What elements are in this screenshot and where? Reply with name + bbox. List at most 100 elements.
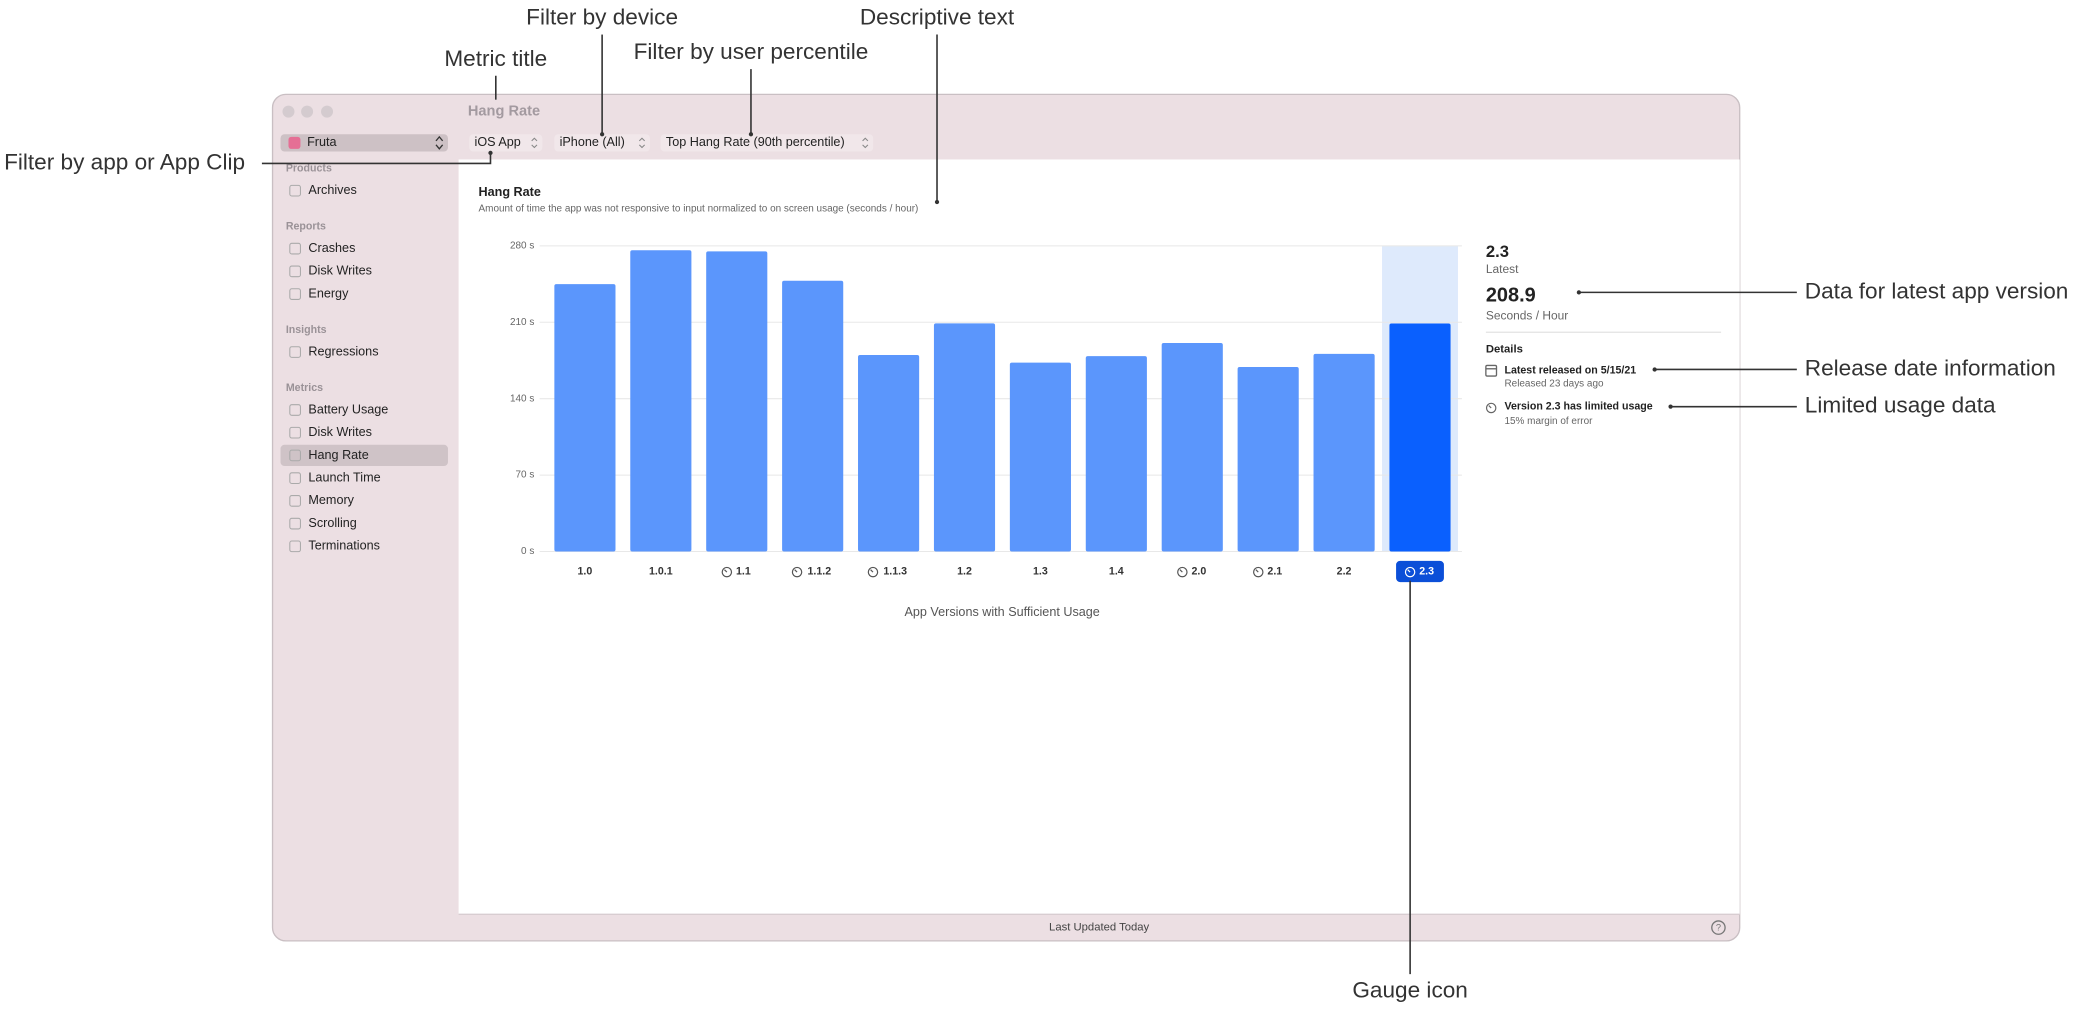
sidebar-icon — [289, 540, 301, 553]
annotation-line — [261, 152, 492, 165]
zoom-button[interactable] — [321, 105, 334, 118]
sidebar-item[interactable]: Energy — [308, 286, 349, 300]
annotation-dot — [934, 199, 940, 205]
release-subtitle: Released 23 days ago — [1504, 379, 1604, 390]
sidebar-item[interactable]: Archives — [308, 183, 356, 197]
annotation-dot — [1576, 290, 1582, 295]
y-tick-label: 140 s — [510, 393, 534, 404]
filter-label: iPhone (All) — [560, 135, 625, 149]
sidebar-item[interactable]: Disk Writes — [308, 425, 372, 439]
x-tick-label[interactable]: 2.1 — [1267, 565, 1282, 577]
x-tick-label[interactable]: 2.2 — [1337, 565, 1352, 577]
sidebar-item[interactable]: Hang Rate — [308, 448, 368, 462]
gauge-ring — [1177, 566, 1188, 578]
filter-label: iOS App — [475, 135, 521, 149]
sidebar-icon — [289, 184, 301, 197]
sidebar-section: Products — [286, 163, 332, 175]
x-axis-label: App Versions with Sufficient Usage — [904, 605, 1099, 619]
filter-bar: iOS App iPhone (All) Top Hang Rate (90th p… — [469, 134, 874, 152]
help-glyph: ? — [1716, 923, 1721, 933]
x-tick-label[interactable]: 1.2 — [957, 565, 972, 577]
sidebar-selection — [280, 444, 448, 467]
gauge-icon — [721, 566, 733, 578]
gauge-needle — [1255, 569, 1259, 573]
gauge-ring — [721, 566, 733, 578]
bar — [1085, 356, 1147, 552]
x-tick-label[interactable]: 2.3 — [1419, 565, 1434, 577]
help-button[interactable] — [1711, 920, 1726, 935]
chart-subtitle: Amount of time the app was not responsiv… — [479, 203, 919, 214]
sidebar-item[interactable]: Launch Time — [308, 470, 380, 484]
annotation: Filter by app or App Clip — [4, 149, 245, 174]
filter-popup[interactable]: Top Hang Rate (90th percentile) — [660, 134, 874, 152]
latest-label: Latest — [1486, 262, 1519, 276]
filter-chevrons — [531, 137, 538, 149]
x-tick-label[interactable]: 1.1.3 — [883, 565, 907, 577]
sidebar-item[interactable]: Terminations — [308, 539, 379, 553]
bar — [782, 280, 844, 552]
bar — [1313, 353, 1375, 552]
filter-button[interactable] — [554, 134, 650, 152]
x-tick-label[interactable]: 1.4 — [1109, 565, 1124, 577]
sidebar-section: Insights — [286, 324, 327, 336]
y-tick-label: 0 s — [521, 546, 534, 557]
unit-label: Seconds / Hour — [1486, 308, 1568, 322]
annotation-dot — [599, 132, 605, 137]
filter-button[interactable] — [469, 134, 543, 152]
bar — [630, 250, 692, 552]
annotation: Filter by device — [526, 5, 678, 30]
sidebar-icon — [289, 472, 301, 485]
filter-chevrons — [638, 137, 646, 149]
annotation: Gauge icon — [1352, 977, 1467, 1002]
x-tick-label[interactable]: 1.0.1 — [649, 565, 673, 577]
sidebar-item[interactable]: Regressions — [308, 344, 378, 358]
gauge-ring — [867, 566, 879, 578]
sidebar-icon — [289, 265, 301, 278]
sidebar-icon — [289, 426, 301, 439]
gauge-icon — [1485, 402, 1497, 414]
filter-popup[interactable]: iPhone (All) — [554, 134, 650, 152]
y-tick-label: 70 s — [516, 470, 535, 481]
sidebar-item[interactable]: Scrolling — [308, 516, 356, 530]
x-tick-label[interactable]: 1.1.2 — [807, 565, 831, 577]
usage-title: Version 2.3 has limited usage — [1504, 400, 1652, 412]
filter-chevrons — [862, 137, 869, 149]
gauge-icon — [867, 566, 879, 578]
gauge-needle — [870, 569, 874, 573]
minimize-button[interactable] — [301, 105, 314, 118]
close-button[interactable] — [282, 105, 295, 118]
bar — [1161, 343, 1223, 552]
filter-button[interactable] — [660, 134, 874, 152]
sidebar-item[interactable]: Memory — [308, 493, 354, 507]
annotation: Data for latest app version — [1805, 278, 2069, 303]
sidebar: Products Archives Reports Crashes Disk Write… — [280, 163, 448, 553]
x-tick-label[interactable]: 1.0 — [578, 565, 593, 577]
gauge-icon — [1253, 566, 1264, 578]
gauge-needle — [1179, 569, 1183, 573]
annotation: Limited usage data — [1805, 393, 1996, 418]
bar — [706, 251, 768, 552]
filter-popup[interactable]: iOS App — [469, 134, 543, 152]
sidebar-item[interactable]: Crashes — [308, 241, 355, 255]
annotation-dot — [488, 150, 493, 155]
gauge-needle — [724, 569, 728, 573]
sidebar-item[interactable]: Battery Usage — [308, 402, 388, 416]
picker-chevrons — [435, 135, 444, 150]
bar — [554, 284, 616, 552]
sidebar-item[interactable]: Disk Writes — [308, 264, 372, 278]
sidebar-icon — [289, 242, 301, 255]
app-icon — [288, 136, 301, 149]
annotation: Filter by user percentile — [634, 39, 869, 64]
x-tick-label[interactable]: 1.1 — [736, 565, 751, 577]
gauge-ring — [791, 566, 803, 578]
latest-version: 2.3 — [1486, 242, 1509, 261]
sidebar-section: Reports — [286, 221, 326, 233]
annotation-dot — [1668, 404, 1673, 409]
window-title: Hang Rate — [468, 103, 540, 119]
x-tick-label[interactable]: 2.0 — [1192, 565, 1207, 577]
x-tick-label[interactable]: 1.3 — [1033, 565, 1048, 577]
usage-subtitle: 15% margin of error — [1504, 416, 1593, 427]
app-picker[interactable] — [280, 134, 448, 152]
bar — [1389, 323, 1451, 552]
